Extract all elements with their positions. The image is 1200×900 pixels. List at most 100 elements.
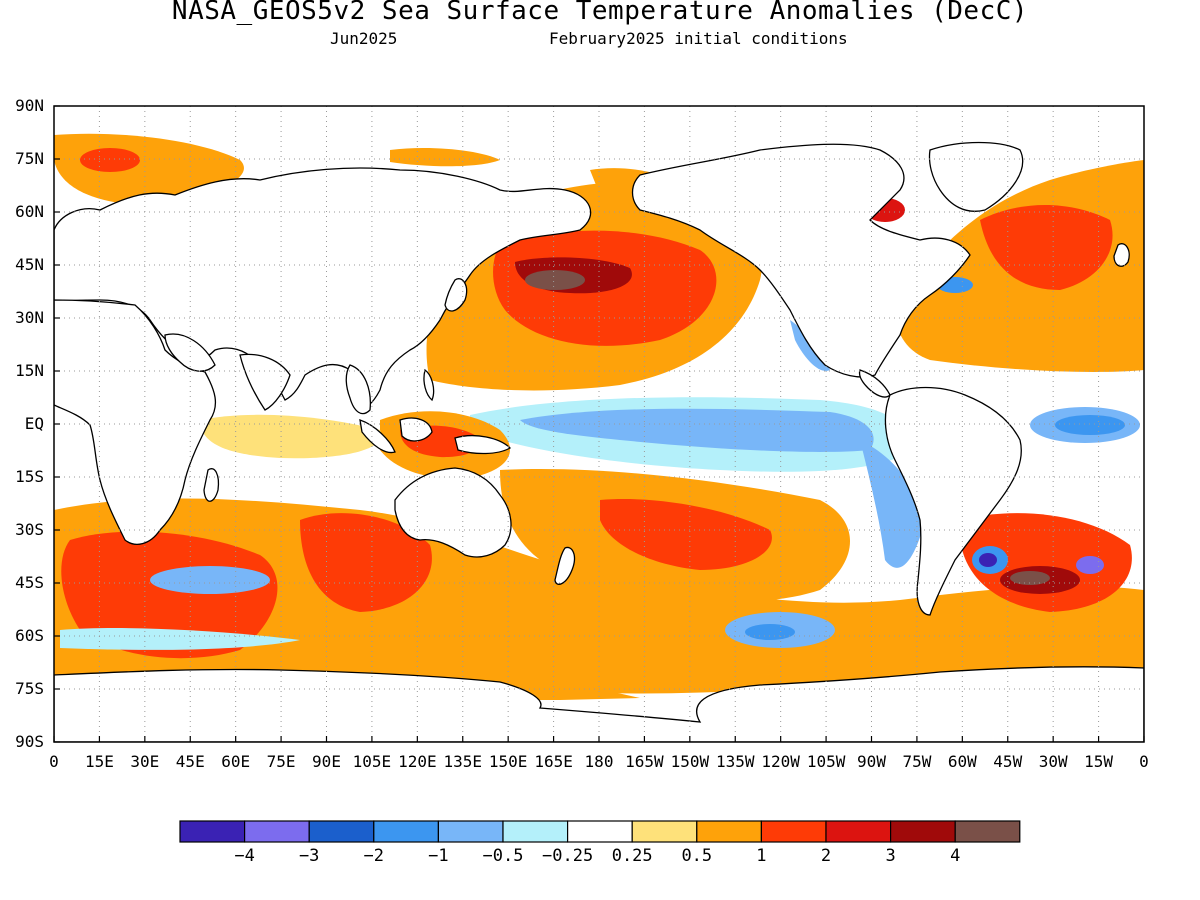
lat-tick-label: 75S — [15, 679, 44, 698]
indochina — [345, 364, 371, 415]
lon-tick-label: 165W — [625, 752, 664, 771]
south-atlantic-cool-east — [1076, 556, 1104, 574]
colorbar-label: 3 — [885, 846, 896, 866]
colorbar-swatch — [437, 820, 504, 843]
colorbar-swatch — [566, 820, 633, 843]
lat-tick-label: EQ — [24, 414, 44, 433]
lon-tick-label: 30W — [1038, 752, 1068, 771]
philippines — [423, 368, 435, 402]
indian-southern-hot-2 — [300, 513, 432, 612]
colorbar-label: −0.5 — [482, 846, 524, 866]
indian-southern-hot — [61, 531, 278, 659]
colorbar-label: −4 — [234, 846, 255, 866]
lon-tick-label: 60W — [947, 752, 977, 771]
colorbar-swatch — [502, 820, 569, 843]
sumatra — [359, 419, 396, 454]
lat-tick-label: 45S — [15, 573, 44, 592]
colorbar-label: −3 — [298, 846, 320, 866]
colorbar-label: 1 — [756, 846, 767, 866]
lon-tick-label: 165E — [534, 752, 573, 771]
lon-tick-label: 180 — [584, 752, 614, 771]
australia — [394, 467, 512, 558]
colorbar-label: 0.25 — [611, 846, 653, 866]
southern-cool-west — [60, 628, 300, 650]
lon-tick-label: 15E — [84, 752, 114, 771]
lon-tick-label: 60E — [221, 752, 251, 771]
southern-cool-1 — [150, 566, 270, 594]
lat-tick-label: 60S — [15, 626, 44, 645]
lon-tick-label: 90W — [857, 752, 886, 771]
africa — [54, 299, 217, 545]
new-guinea — [454, 434, 512, 455]
equatorial-pacific-cooler — [520, 408, 874, 452]
colorbar-swatch — [889, 820, 956, 843]
lon-tick-label: 150W — [670, 752, 710, 771]
colorbar-swatch — [373, 820, 439, 843]
antarctica — [54, 666, 1144, 742]
colorbar-swatch — [631, 820, 698, 843]
lon-tick-label: 90E — [312, 752, 341, 771]
japan — [444, 278, 468, 312]
lat-tick-label: 15S — [15, 467, 44, 486]
lon-tick-label: 135W — [715, 752, 755, 771]
new-zealand — [554, 546, 576, 585]
uk — [1113, 243, 1130, 267]
tropical-atlantic-cooler — [1055, 415, 1125, 435]
lon-tick-label: 105W — [806, 752, 846, 771]
lat-tick-label: 45N — [15, 255, 44, 274]
forecast-month: Jun2025 — [330, 29, 398, 48]
lat-tick-label: 15N — [15, 361, 44, 380]
north-atlantic-hot — [980, 205, 1113, 290]
colorbar-swatch — [954, 820, 1021, 843]
axis-ticks — [53, 105, 1145, 743]
lon-tick-label: 0 — [49, 752, 59, 771]
lat-tick-label: 90S — [15, 732, 44, 751]
lon-tick-label: 75W — [902, 752, 932, 771]
lon-tick-label: 0 — [1139, 752, 1149, 771]
lat-tick-label: 75N — [15, 149, 44, 168]
lat-tick-label: 30N — [15, 308, 44, 327]
north-america — [631, 143, 971, 378]
lon-tick-label: 120W — [761, 752, 800, 771]
colorbar — [179, 820, 1021, 843]
central-america — [858, 369, 891, 398]
south-atlantic-hot — [959, 513, 1132, 612]
lon-tick-label: 75E — [266, 752, 296, 771]
colorbar-swatch — [825, 820, 892, 843]
north-pacific-max — [525, 270, 585, 290]
colorbar-swatch — [179, 820, 246, 843]
tropical-indian-warm — [200, 414, 382, 459]
south-pacific-hot — [600, 499, 772, 570]
south-atlantic-max — [1010, 571, 1050, 585]
lon-tick-label: 30E — [130, 752, 160, 771]
southern-cool-3 — [745, 624, 795, 640]
east-pacific-cool-coast — [860, 440, 925, 568]
barents-hot — [80, 148, 140, 172]
lon-tick-label: 45W — [993, 752, 1023, 771]
colorbar-label: 0.5 — [681, 846, 713, 866]
lon-tick-label: 135E — [443, 752, 483, 771]
lat-tick-label: 60N — [15, 202, 44, 221]
lon-tick-label: 120E — [398, 752, 437, 771]
grid-lines — [54, 106, 1144, 742]
colorbar-label: −1 — [428, 846, 449, 866]
lat-tick-label: 30S — [15, 520, 44, 539]
anomaly-field — [54, 106, 1144, 742]
india — [239, 353, 291, 411]
colorbar-swatch — [696, 820, 762, 843]
colorbar-label: 2 — [820, 846, 832, 866]
lon-tick-label: 105E — [352, 752, 392, 771]
colorbar-swatch — [308, 820, 375, 843]
colorbar-label: −2 — [363, 846, 385, 866]
greenland — [928, 141, 1024, 212]
lon-tick-label: 15W — [1084, 752, 1114, 771]
lon-tick-label: 45E — [175, 752, 205, 771]
lon-tick-label: 150E — [488, 752, 528, 771]
map-title: NASA_GEOS5v2 Sea Surface Temperature Ano… — [171, 0, 1029, 26]
initial-conditions: February2025 initial conditions — [549, 29, 848, 48]
colorbar-label: −0.25 — [542, 846, 594, 866]
colorbar-swatch — [244, 820, 310, 843]
south-atlantic-cold — [979, 553, 997, 567]
colorbar-swatch — [760, 820, 827, 843]
coastlines — [54, 141, 1144, 742]
